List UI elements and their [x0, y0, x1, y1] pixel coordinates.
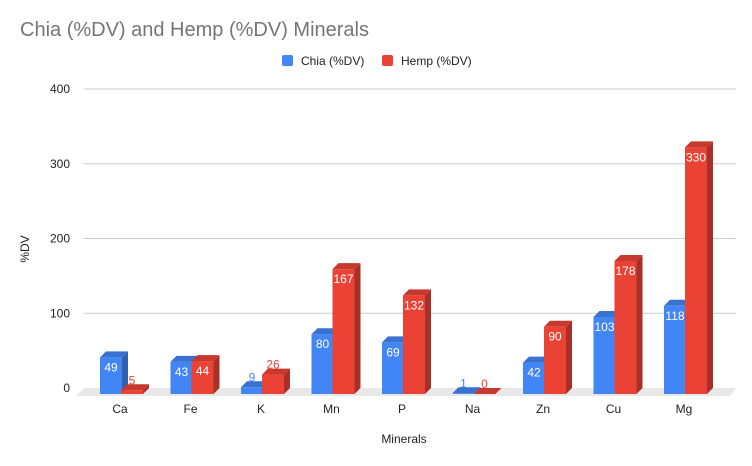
data-label: 5 — [129, 373, 136, 387]
bar-side — [354, 263, 361, 394]
legend: Chia (%DV) Hemp (%DV) — [282, 54, 472, 68]
bar-top — [191, 355, 220, 362]
x-tick-label: K — [257, 402, 265, 416]
bar-top — [121, 384, 149, 391]
bar-p-hemp: 132 — [403, 289, 431, 394]
x-tick-label: P — [398, 402, 406, 416]
bar-front — [664, 305, 686, 394]
data-label: 80 — [316, 337, 330, 351]
bar-side — [284, 368, 290, 394]
bar-top — [452, 387, 481, 394]
bar-top — [170, 355, 199, 362]
data-label: 118 — [665, 309, 684, 323]
bar-front — [685, 147, 707, 394]
bar-top — [473, 388, 502, 394]
bar-front — [100, 357, 122, 394]
data-label: 26 — [266, 358, 280, 372]
bar-side — [707, 141, 713, 394]
x-axis-ticks: Ca Fe K Mn P Na Zn Cu Mg — [112, 402, 692, 416]
data-label: 103 — [594, 320, 614, 334]
data-label: 178 — [615, 264, 635, 278]
bar-front — [262, 374, 284, 394]
bar-mg-hemp: 330 — [685, 141, 713, 394]
bar-side — [566, 320, 572, 394]
bar-k-hemp: 26 — [262, 358, 290, 394]
data-label: 330 — [686, 150, 706, 164]
data-label: 42 — [527, 366, 541, 380]
bars: 49 5 43 44 9 26 80 167 69 132 1 0 42 90 103 178 118 330 — [100, 141, 713, 394]
bar-front — [170, 361, 193, 394]
chart-title: Chia (%DV) and Hemp (%DV) Minerals — [20, 19, 369, 41]
data-label: 167 — [333, 272, 353, 286]
bar-top — [403, 289, 431, 296]
data-label: 43 — [175, 365, 189, 379]
legend-label-chia: Chia (%DV) — [301, 54, 364, 68]
bar-front — [332, 269, 355, 394]
legend-label-hemp: Hemp (%DV) — [401, 54, 472, 68]
x-tick-label: Fe — [183, 402, 197, 416]
y-tick-label: 200 — [50, 232, 70, 246]
y-tick-label: 300 — [50, 157, 70, 171]
y-axis-title: %DV — [18, 235, 32, 262]
x-tick-label: Cu — [606, 402, 621, 416]
bar-front — [523, 362, 545, 394]
bar-front — [403, 295, 425, 394]
bar-na-hemp: 0 — [473, 377, 502, 394]
data-label: 69 — [386, 345, 400, 359]
bar-side — [122, 351, 128, 394]
x-tick-label: Mg — [676, 402, 693, 416]
data-label: 9 — [249, 370, 256, 384]
y-tick-label: 400 — [50, 82, 70, 96]
bar-top — [544, 320, 572, 327]
bar-top — [100, 351, 128, 358]
bar-ca-chia: 49 — [100, 351, 128, 394]
bar-mn-hemp: 167 — [332, 263, 361, 394]
data-label: 49 — [104, 360, 118, 374]
data-label: 0 — [481, 377, 488, 391]
bar-fe-hemp: 44 — [191, 355, 220, 394]
bar-ca-hemp: 5 — [121, 373, 149, 394]
bar-front — [614, 260, 637, 394]
legend-swatch-hemp — [382, 55, 393, 66]
bar-side — [213, 355, 220, 394]
bar-zn-hemp: 90 — [544, 320, 572, 394]
bar-top — [262, 368, 290, 375]
bar-front — [382, 342, 404, 394]
bar-front — [452, 393, 475, 394]
x-axis-title: Minerals — [381, 432, 426, 446]
data-label: 132 — [404, 298, 424, 312]
x-tick-label: Na — [465, 402, 481, 416]
y-tick-label: 100 — [50, 306, 70, 320]
bar-front — [191, 361, 214, 394]
y-axis-ticks: 0 100 200 300 400 — [50, 82, 70, 395]
bar-front — [121, 390, 143, 394]
x-tick-label: Ca — [112, 402, 128, 416]
bar-side — [425, 289, 431, 394]
bar-cu-hemp: 178 — [614, 254, 643, 394]
data-label: 44 — [196, 364, 210, 378]
legend-swatch-chia — [282, 55, 293, 66]
bar-side — [143, 384, 149, 394]
bar-front — [593, 317, 616, 394]
data-label: 90 — [548, 330, 562, 344]
bar-front — [544, 326, 566, 394]
bar-top — [685, 141, 713, 148]
y-tick-label: 0 — [63, 381, 70, 395]
bar-top — [332, 263, 361, 270]
bar-side — [636, 254, 643, 394]
x-tick-label: Zn — [536, 402, 550, 416]
x-tick-label: Mn — [323, 402, 340, 416]
bar-front — [241, 387, 263, 394]
data-label: 1 — [460, 376, 467, 390]
bar-top — [614, 254, 643, 261]
bar-front — [311, 334, 334, 394]
